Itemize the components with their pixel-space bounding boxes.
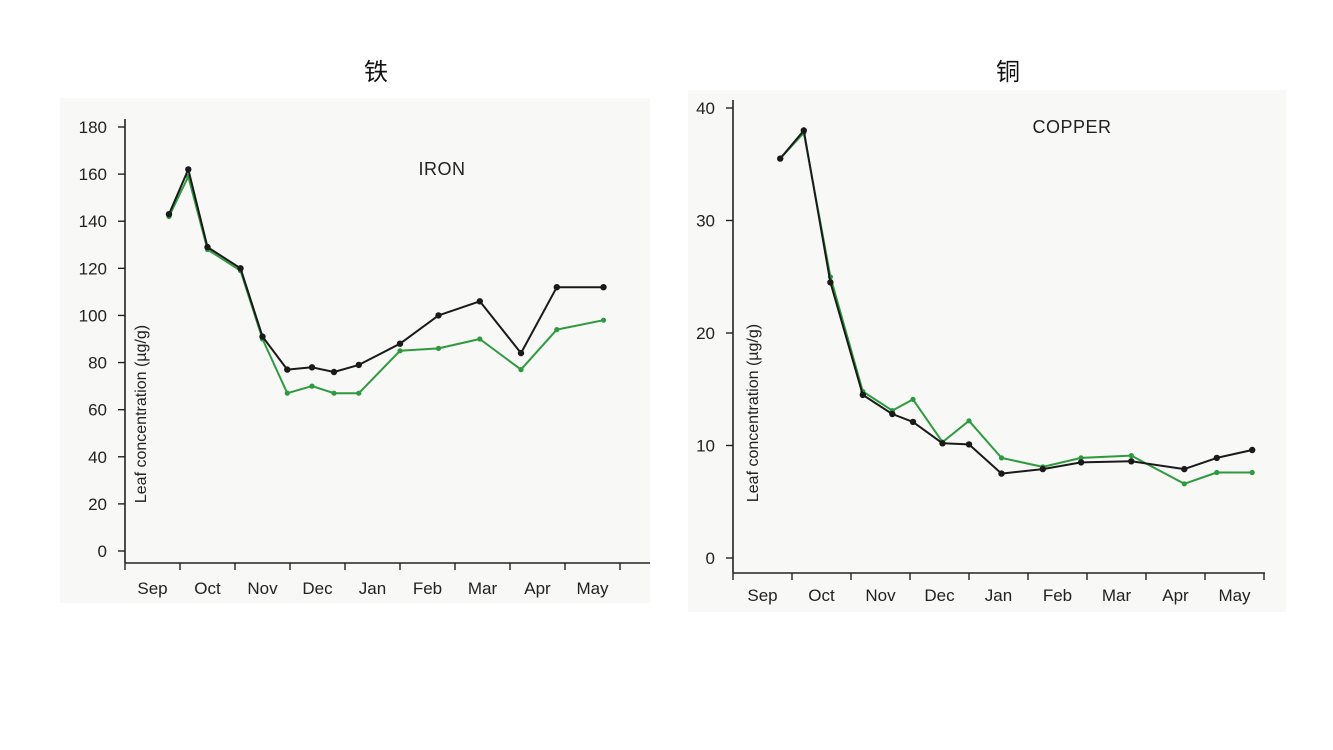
copper-series-dark-point: [889, 410, 896, 418]
copper-month-label: Oct: [808, 586, 835, 605]
iron-month-label: May: [576, 579, 609, 598]
copper-month-label: Jan: [985, 586, 1012, 605]
copper-series-dark-point: [1213, 454, 1221, 462]
copper-series-green-point: [998, 455, 1005, 461]
copper-series-green-point: [1078, 455, 1084, 461]
iron-y-tick-label: 120: [79, 259, 107, 278]
copper-series-dark-point: [939, 440, 946, 447]
iron-series-dark-point: [396, 340, 404, 347]
copper-y-tick-label: 0: [706, 549, 715, 568]
iron-y-tick-label: 160: [79, 165, 107, 184]
copper-series-green-point: [1128, 453, 1134, 459]
copper-series-dark-point: [800, 127, 807, 134]
copper-chart: 0 10 20 30 40 Sep Oct Nov Dec Jan Feb Mar Apr May Leaf…: [696, 99, 1265, 605]
iron-y-tick-label: 140: [79, 212, 107, 231]
copper-y-tick-label: 40: [696, 99, 715, 118]
iron-month-label: Feb: [413, 579, 442, 598]
iron-series-dark-point: [553, 284, 560, 291]
iron-series-dark-point: [330, 368, 338, 376]
iron-series-dark-point: [284, 366, 291, 373]
copper-series-dark-line: [779, 129, 1253, 475]
copper-month-label: May: [1218, 586, 1251, 605]
iron-series-green-point: [331, 390, 337, 396]
iron-chart-background: [60, 98, 650, 603]
iron-month-label: Dec: [302, 579, 333, 598]
iron-series-dark-line: [168, 168, 604, 373]
iron-series-dark-point: [308, 364, 316, 371]
iron-y-tick-label: 180: [79, 118, 107, 137]
copper-y-tick-label: 20: [696, 324, 715, 343]
copper-series-green-point: [1214, 469, 1220, 476]
copper-series-dark-point: [909, 418, 917, 426]
iron-y-tick-label: 60: [88, 401, 107, 420]
copper-series-dark-point: [1181, 465, 1188, 473]
copper-series-dark-point: [1039, 465, 1047, 473]
iron-y-tick-label: 40: [88, 448, 107, 467]
iron-series-dark-point: [204, 243, 211, 251]
iron-y-tick-label: 100: [79, 306, 107, 325]
iron-month-label: Mar: [468, 579, 498, 598]
copper-month-label: Nov: [865, 586, 896, 605]
iron-chart-title: IRON: [419, 159, 466, 179]
iron-series-dark-point: [476, 298, 483, 305]
iron-series-dark-point: [600, 284, 607, 291]
copper-series-dark-point: [1077, 459, 1085, 466]
copper-chart-title: COPPER: [1032, 117, 1111, 137]
copper-y-axis-label: Leaf concentration (µg/g): [745, 324, 762, 502]
right-panel-heading: 铜: [996, 58, 1020, 86]
copper-y-tick-label: 10: [696, 437, 715, 456]
copper-series-green-point: [910, 396, 916, 402]
iron-month-label: Jan: [359, 579, 386, 598]
copper-series-green-point: [1181, 481, 1187, 487]
iron-month-label: Nov: [247, 579, 278, 598]
copper-month-label: Feb: [1043, 586, 1072, 605]
iron-month-label: Sep: [137, 579, 167, 598]
iron-series-green-line: [168, 175, 604, 395]
iron-chart: 0 20 40 60 80 100 120 140 160 180 Sep Oct Nov Dec Jan F…: [79, 118, 650, 598]
copper-series-green-point: [1249, 469, 1255, 476]
copper-series-dark-point: [965, 441, 973, 448]
iron-series-dark-point: [237, 265, 244, 272]
copper-series-green-line: [779, 131, 1253, 485]
iron-series-green-point: [600, 317, 607, 323]
iron-series-dark-point: [355, 361, 362, 369]
copper-series-dark-point: [1128, 458, 1135, 465]
iron-series-green-point: [518, 367, 524, 373]
copper-series-dark-point: [859, 391, 866, 399]
left-panel-heading: 铁: [364, 58, 388, 86]
copper-series-green-point: [966, 418, 972, 424]
copper-month-label: Mar: [1102, 586, 1132, 605]
copper-month-label: Dec: [924, 586, 955, 605]
iron-series-green-point: [356, 390, 362, 396]
iron-y-tick-label: 0: [98, 542, 107, 561]
copper-month-label: Sep: [747, 586, 777, 605]
iron-series-dark-point: [517, 349, 525, 357]
copper-series-dark-point: [998, 470, 1005, 477]
copper-series-dark-point: [777, 155, 784, 162]
iron-series-green-point: [309, 383, 315, 389]
iron-month-label: Oct: [194, 579, 221, 598]
copper-chart-background: [688, 90, 1286, 612]
iron-series-dark-point: [435, 312, 442, 319]
iron-series-green-point: [435, 345, 442, 351]
copper-series-dark-point: [827, 279, 834, 286]
iron-series-dark-point: [259, 333, 266, 340]
iron-series-green-point: [477, 336, 483, 342]
iron-y-tick-label: 20: [88, 495, 107, 514]
iron-series-dark-point: [185, 166, 192, 173]
iron-series-green-point: [284, 390, 290, 396]
iron-y-axis-label: Leaf concentration (µg/g): [133, 325, 150, 503]
iron-series-green-point: [554, 327, 560, 333]
copper-y-tick-label: 30: [696, 212, 715, 231]
iron-series-green-point: [397, 348, 403, 354]
iron-month-label: Apr: [524, 579, 551, 598]
copper-series-dark-point: [1249, 446, 1256, 454]
copper-month-label: Apr: [1162, 586, 1189, 605]
iron-series-dark-point: [165, 211, 173, 218]
iron-y-tick-label: 80: [88, 354, 107, 373]
